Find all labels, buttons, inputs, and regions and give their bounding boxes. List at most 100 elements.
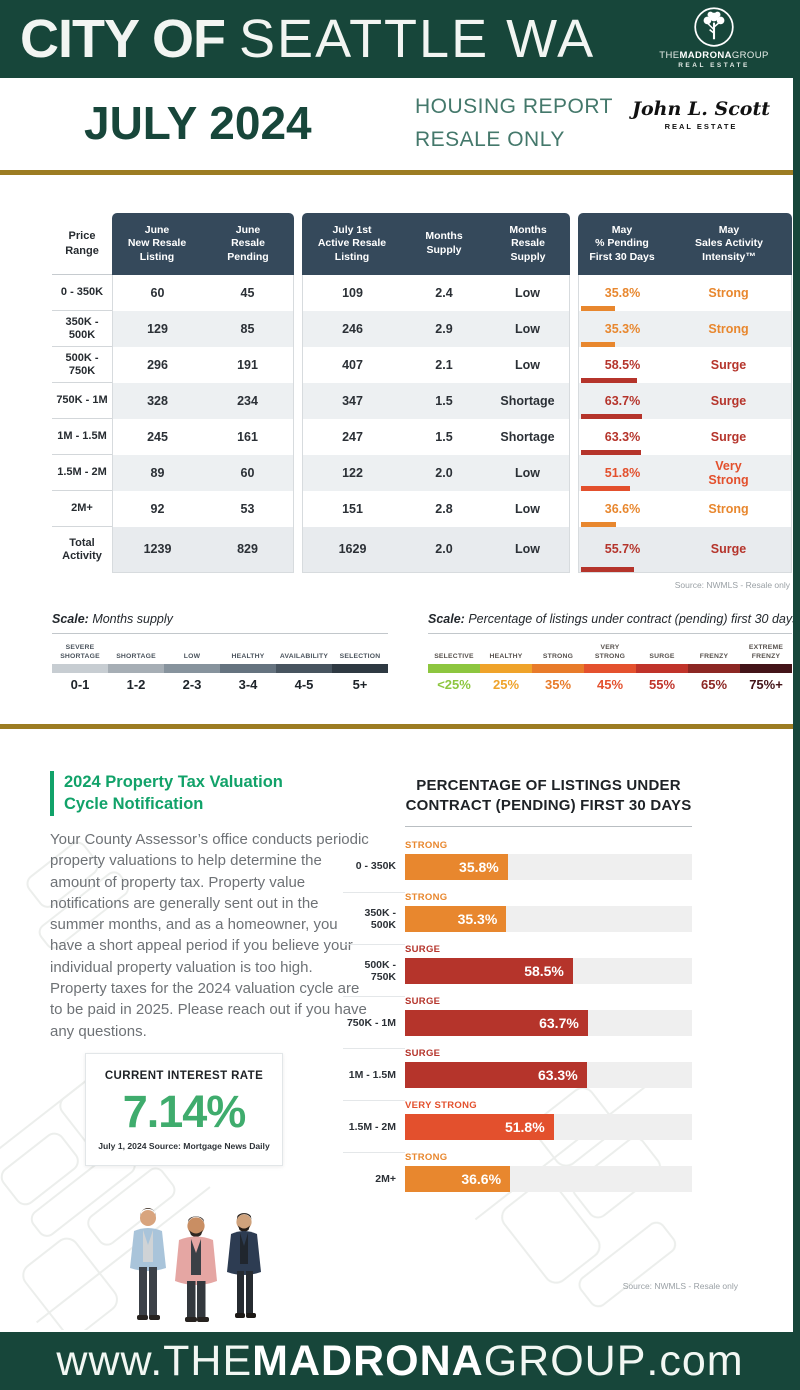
chart-bar-track: 35.3% (405, 905, 692, 932)
pct-pending-cell: 63.3% (578, 419, 666, 455)
pct-pending-cell: 55.7% (578, 527, 666, 573)
chart-bar-track: 63.3% (405, 1061, 692, 1088)
chart-category-label: 350K - 500K (343, 891, 405, 932)
sales-intensity-cell: Very Strong (666, 455, 792, 491)
column-gap (570, 491, 578, 527)
sales-intensity-cell: Surge (666, 419, 792, 455)
segment-swatch (480, 664, 532, 673)
resale-pending-cell: 234 (202, 383, 294, 419)
pct-pending-value: 35.8% (604, 285, 641, 300)
interest-rate-card: CURRENT INTEREST RATE 7.14% July 1, 2024… (85, 1053, 283, 1166)
price-range-cell: 1M - 1.5M (52, 419, 112, 455)
chart-bar: 51.8% (405, 1113, 554, 1140)
header-group-may: May % Pending First 30 Days May Sales Ac… (578, 213, 792, 275)
pct-pending-bar (581, 522, 616, 527)
segment-range: 3-4 (238, 677, 258, 692)
column-gap (294, 347, 302, 383)
chart-bar-value: 35.8% (459, 858, 499, 875)
chart-category-label: 0 - 350K (355, 860, 396, 872)
table-row: 2M+ 92 53 151 2.8 Low 36.6% Strong (52, 491, 792, 527)
madrona-brand-text: THEMADRONAGROUP (654, 50, 774, 61)
new-resale-listing-cell: 328 (112, 383, 202, 419)
chart-bar-row: 1M - 1.5M SURGE 63.3% (343, 1047, 692, 1088)
segment-swatch (108, 664, 164, 673)
chart-status-label: STRONG (405, 1151, 448, 1163)
chart-bar-track: 63.7% (405, 1009, 692, 1036)
table-row: Total Activity 1239 829 1629 2.0 Low 55.… (52, 527, 792, 573)
footer-the: THE (163, 1336, 253, 1385)
table-row: 500K - 750K 296 191 407 2.1 Low 58.5% Su… (52, 347, 792, 383)
pct-pending-cell: 63.7% (578, 383, 666, 419)
segment-percent: <25% (437, 677, 471, 692)
report-type-line1: HOUSING REPORT (415, 95, 613, 118)
chart-bar-zone: STRONG 36.6% (405, 1152, 692, 1192)
chart-bar: 35.3% (405, 905, 507, 932)
segment-label: HEALTHY (489, 652, 523, 660)
madrona-tree-icon (694, 7, 734, 47)
gold-divider-middle (0, 724, 800, 729)
footer-www: www. (56, 1336, 164, 1385)
col-header-months-resale-supply: Months Resale Supply (509, 223, 547, 263)
col-header-months-supply: Months Supply (425, 230, 463, 256)
pct-pending-bar (581, 450, 642, 455)
chart-bar-row: 500K - 750K SURGE 58.5% (343, 943, 692, 984)
pct-pending-cell: 36.6% (578, 491, 666, 527)
resale-pending-cell: 161 (202, 419, 294, 455)
segment-swatch (740, 664, 792, 673)
bottom-section: 2024 Property Tax Valuation Cycle Notifi… (0, 729, 800, 1330)
scale-legends: Scale: Months supply SEVERE SHORTAGE 0-1… (52, 612, 798, 692)
chart-status-label: SURGE (405, 995, 441, 1007)
tax-notice-heading: 2024 Property Tax Valuation Cycle Notifi… (50, 771, 283, 816)
active-resale-listing-cell: 347 (302, 383, 402, 419)
active-resale-listing-cell: 247 (302, 419, 402, 455)
new-resale-listing-cell: 92 (112, 491, 202, 527)
resale-pending-cell: 53 (202, 491, 294, 527)
chart-bar-zone: SURGE 63.3% (405, 1048, 692, 1088)
sales-intensity-cell: Surge (666, 527, 792, 573)
pct-pending-cell: 51.8% (578, 455, 666, 491)
col-header-active-resale: July 1st Active Resale Listing (317, 223, 387, 263)
resale-pending-cell: 60 (202, 455, 294, 491)
sales-intensity-cell: Strong (666, 275, 792, 311)
chart-bar: 63.3% (405, 1061, 587, 1088)
table-body: 0 - 350K 60 45 109 2.4 Low 35.8% Strong … (52, 275, 792, 573)
column-gap (294, 491, 302, 527)
pct-pending-value: 63.7% (604, 393, 641, 408)
column-gap (294, 275, 302, 311)
right-edge-strip (793, 0, 800, 1390)
pending-scale-title: Scale: Percentage of listings under cont… (428, 612, 798, 634)
column-gap (570, 527, 578, 573)
new-resale-listing-cell: 296 (112, 347, 202, 383)
segment-label: SURGE (649, 652, 675, 660)
segment-swatch (332, 664, 388, 673)
brand-tagline: REAL ESTATE (678, 62, 750, 69)
interest-rate-label: CURRENT INTEREST RATE (104, 1070, 264, 1082)
chart-bar: 58.5% (405, 957, 573, 984)
chart-status-label: VERY STRONG (405, 1099, 477, 1111)
column-gap (570, 455, 578, 491)
col-header-june-new-resale: June New Resale Listing (127, 223, 187, 263)
chart-status-label: STRONG (405, 891, 448, 903)
header-gap (294, 213, 302, 275)
months-resale-supply-cell: Low (486, 275, 570, 311)
footer-website: www. THE MADRONA GROUP .com (0, 1332, 800, 1390)
brand-madrona: MADRONA (679, 50, 732, 61)
table-row: 350K - 500K 129 85 246 2.9 Low 35.3% Str… (52, 311, 792, 347)
table-row: 0 - 350K 60 45 109 2.4 Low 35.8% Strong (52, 275, 792, 311)
segment-percent: 45% (596, 677, 624, 692)
supply-scale-segment: SEVERE SHORTAGE 0-1 (52, 643, 108, 692)
table-row: 750K - 1M 328 234 347 1.5 Shortage 63.7%… (52, 383, 792, 419)
months-supply-segments: SEVERE SHORTAGE 0-1 SHORTAGE 1-2 LOW 2-3 (52, 643, 388, 692)
chart-source: Source: NWMLS - Resale only (622, 1281, 738, 1291)
col-header-price-range: Price Range (52, 213, 112, 275)
col-header-sales-intensity: May Sales Activity Intensity™ (695, 223, 763, 263)
footer-group: GROUP (483, 1336, 647, 1385)
table-row: 1M - 1.5M 245 161 247 1.5 Shortage 63.3%… (52, 419, 792, 455)
title-city-of: CITY OF (20, 9, 240, 69)
active-resale-listing-cell: 122 (302, 455, 402, 491)
column-gap (294, 455, 302, 491)
pct-pending-value: 58.5% (604, 357, 641, 372)
chart-status-label: SURGE (405, 943, 441, 955)
months-resale-supply-cell: Low (486, 527, 570, 573)
pending-scale-segment: SELECTIVE <25% (428, 643, 480, 692)
